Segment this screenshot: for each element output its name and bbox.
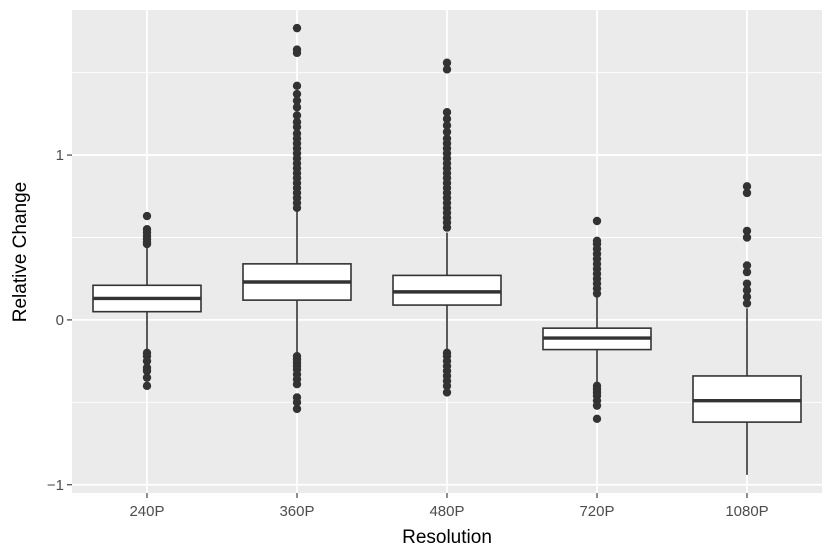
outlier-point xyxy=(742,226,752,236)
outlier-point xyxy=(292,96,302,105)
outlier-point xyxy=(142,211,152,221)
box-group-480p xyxy=(392,58,502,397)
outlier-point xyxy=(442,114,452,123)
outlier-point xyxy=(742,292,752,302)
y-axis-title: Relative Change xyxy=(10,182,31,322)
outlier-point xyxy=(742,299,752,308)
box-group-360p xyxy=(242,23,352,414)
outlier-point xyxy=(292,203,302,213)
outlier-point xyxy=(292,23,302,33)
outlier-point xyxy=(742,188,752,198)
x-tick-label: 480P xyxy=(429,503,464,520)
outlier-point xyxy=(142,239,152,249)
outlier-point xyxy=(442,65,452,74)
y-tick-label: −1 xyxy=(47,477,64,494)
x-tick-label: 240P xyxy=(129,503,164,520)
outlier-point xyxy=(592,289,602,298)
x-tick-label: 720P xyxy=(579,503,614,520)
y-tick-label: 0 xyxy=(56,312,64,329)
outlier-point xyxy=(442,223,452,232)
outlier-point xyxy=(142,381,152,391)
outlier-point xyxy=(742,233,752,242)
outlier-point xyxy=(292,122,302,132)
outlier-point xyxy=(292,111,302,120)
x-axis-title: Resolution xyxy=(402,527,492,548)
outlier-point xyxy=(742,182,752,191)
outlier-point xyxy=(592,401,602,410)
outlier-point xyxy=(292,48,302,58)
outlier-point xyxy=(292,81,302,91)
outlier-point xyxy=(592,216,602,226)
outlier-point xyxy=(592,414,602,424)
outlier-point xyxy=(292,89,302,99)
outlier-point xyxy=(742,261,752,270)
box-group-720p xyxy=(542,216,652,424)
box-layer xyxy=(92,23,802,475)
box-group-1080p xyxy=(692,182,802,475)
box-group-240p xyxy=(92,211,202,391)
outlier-point xyxy=(142,356,152,366)
outlier-point xyxy=(442,388,452,397)
y-tick-label: 1 xyxy=(56,147,64,164)
x-tick-label: 360P xyxy=(279,503,314,520)
outlier-point xyxy=(292,103,302,112)
outlier-point xyxy=(292,380,302,389)
outlier-point xyxy=(442,58,452,67)
outlier-point xyxy=(142,373,152,382)
outlier-point xyxy=(442,108,452,117)
outlier-point xyxy=(442,127,452,137)
outlier-point xyxy=(742,286,752,295)
outlier-point xyxy=(742,279,752,288)
outlier-point xyxy=(142,366,152,376)
outlier-point xyxy=(742,267,752,277)
outlier-point xyxy=(442,121,452,130)
axis-layer: −1 0 1 240P 360P 480P 720P 1080P xyxy=(47,147,769,520)
outlier-point xyxy=(292,404,302,414)
outlier-point xyxy=(292,398,302,407)
outlier-point xyxy=(442,381,452,391)
x-tick-label: 1080P xyxy=(725,503,768,520)
